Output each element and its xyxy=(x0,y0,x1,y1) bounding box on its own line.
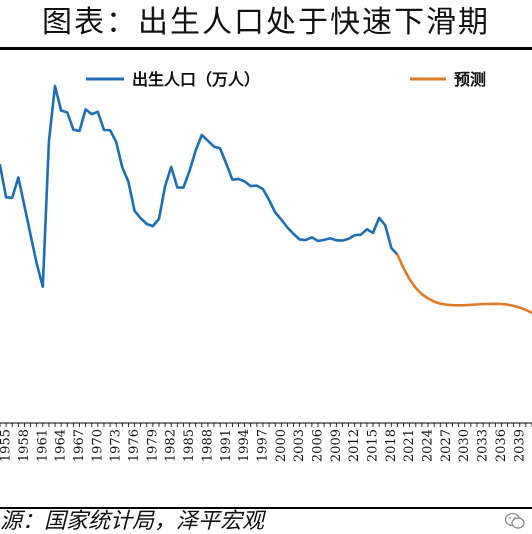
line-chart: 出生人口（万人） 预测 1955 1958 1961 1964 1967 1970 1973 1… xyxy=(0,70,532,462)
legend-label-2: 预测 xyxy=(454,70,486,89)
x-tick-label: 1988 xyxy=(200,429,215,462)
x-tick-label: 2003 xyxy=(292,429,307,462)
x-tick-label: 1958 xyxy=(17,429,32,462)
x-axis: 1955 1958 1961 1964 1967 1970 1973 1976 1979 1982… xyxy=(0,422,532,462)
x-tick-label: 2033 xyxy=(476,429,491,462)
title-divider xyxy=(0,47,532,50)
x-tick-label: 1964 xyxy=(54,429,69,462)
x-tick-label: 2000 xyxy=(274,429,289,462)
x-tick-label: 1970 xyxy=(90,429,105,462)
x-tick-label: 2009 xyxy=(329,429,344,462)
x-tick-label: 1976 xyxy=(127,429,142,462)
x-tick-label: 2021 xyxy=(402,429,417,462)
source-note: 源：国家统计局，泽平宏观 xyxy=(0,509,265,534)
series-line-2 xyxy=(396,253,532,315)
x-tick-label: 1985 xyxy=(182,429,197,462)
x-tick-label: 1994 xyxy=(237,429,252,462)
series-line-1 xyxy=(0,84,399,288)
x-tick-label: 2039 xyxy=(512,429,527,462)
wechat-icon xyxy=(504,512,525,529)
x-tick-label: 1961 xyxy=(35,429,50,462)
legend: 出生人口（万人） 预测 xyxy=(86,70,486,89)
x-tick-label: 1979 xyxy=(145,429,160,462)
x-tick-label: 2027 xyxy=(439,429,454,462)
x-tick-label: 2018 xyxy=(384,429,399,462)
x-tick-label: 1973 xyxy=(109,429,124,462)
plot-area xyxy=(0,84,532,315)
x-tick-label: 1997 xyxy=(255,429,270,462)
x-tick-label: 2012 xyxy=(347,429,362,462)
x-tick-label: 2006 xyxy=(310,429,325,462)
x-tick-label: 2024 xyxy=(421,429,436,462)
legend-label-1: 出生人口（万人） xyxy=(132,70,260,89)
x-tick-label: 1967 xyxy=(72,429,87,462)
x-tick-label: 1955 xyxy=(0,429,14,462)
chart-title: 图表：出生人口处于快速下滑期 xyxy=(42,5,490,40)
x-tick-label: 2036 xyxy=(494,429,509,462)
x-tick-label: 2030 xyxy=(457,429,472,462)
x-tick-label: 2015 xyxy=(366,429,381,462)
x-tick-label: 1982 xyxy=(164,429,179,462)
x-tick-label: 1991 xyxy=(219,429,234,462)
source-divider xyxy=(0,507,532,509)
